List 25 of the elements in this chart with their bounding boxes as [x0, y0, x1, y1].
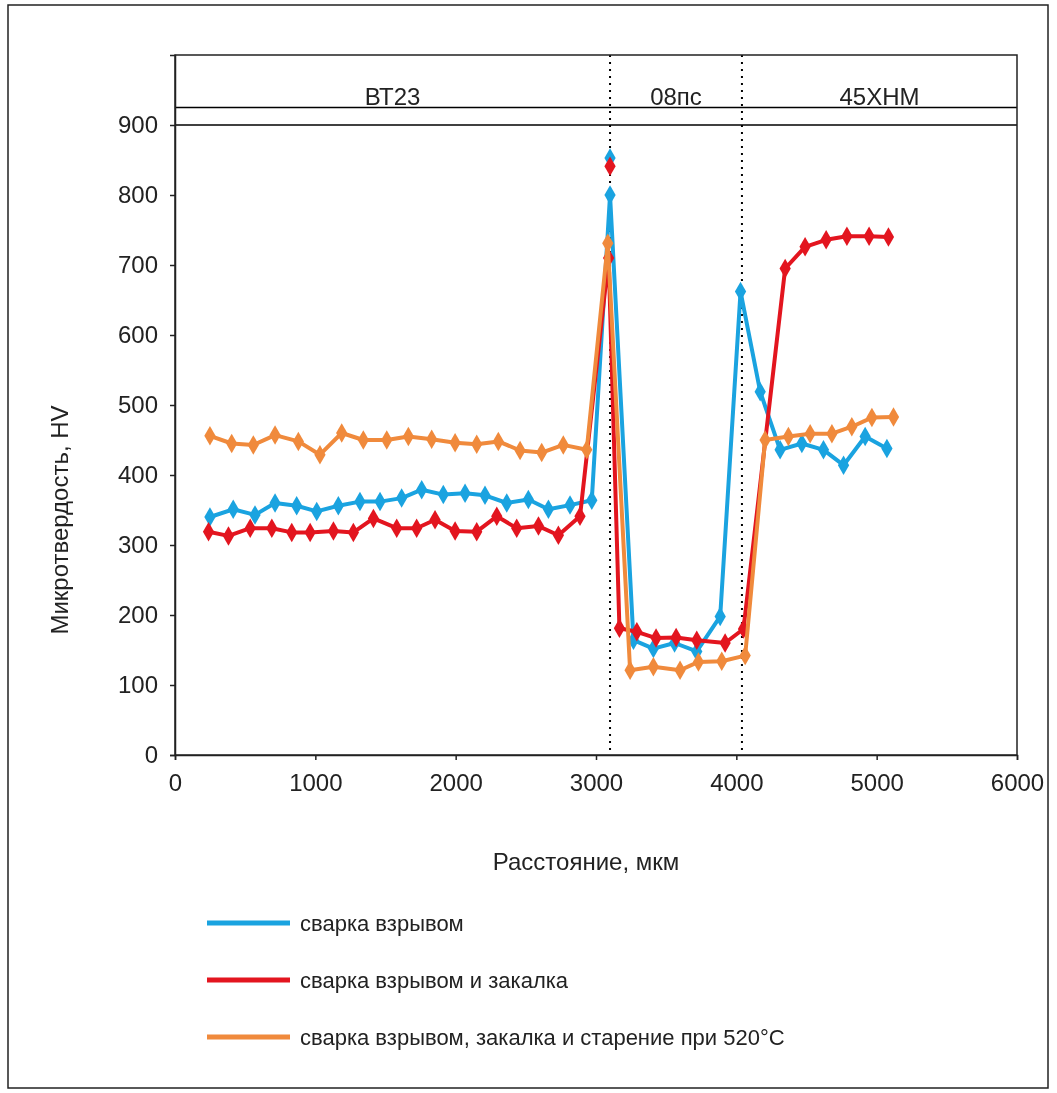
x-tick-label: 0 [168, 769, 183, 797]
annotation: 45ХНМ [839, 83, 920, 110]
y-tick-label: 700 [117, 251, 158, 279]
y-tick-label: 400 [117, 461, 158, 489]
y-tick-label: 600 [117, 321, 158, 349]
legend-label: сварка взрывом [300, 911, 464, 936]
legend-label: сварка взрывом и закалка [300, 968, 569, 993]
x-tick-label: 3000 [569, 769, 624, 797]
y-tick-label: 500 [117, 391, 158, 419]
x-tick-label: 4000 [710, 769, 764, 797]
y-tick-label: 900 [117, 111, 158, 139]
y-tick-label: 300 [117, 531, 158, 559]
y-axis-title: Микротвердость, HV [46, 405, 73, 635]
y-tick-label: 800 [117, 181, 158, 209]
y-tick-label: 100 [117, 671, 158, 699]
y-tick-label: 200 [117, 601, 158, 629]
annotation: ВТ23 [364, 83, 421, 110]
x-tick-label: 5000 [850, 769, 904, 797]
x-tick-label: 6000 [990, 769, 1045, 797]
x-tick-label: 1000 [289, 769, 343, 797]
legend-label: сварка взрывом, закалка и старение при 520°C [300, 1025, 785, 1050]
x-tick-label: 2000 [429, 769, 483, 797]
x-axis-title: Расстояние, мкм [492, 848, 680, 875]
annotation: 08пс [650, 83, 702, 110]
y-tick-label: 0 [144, 741, 158, 769]
